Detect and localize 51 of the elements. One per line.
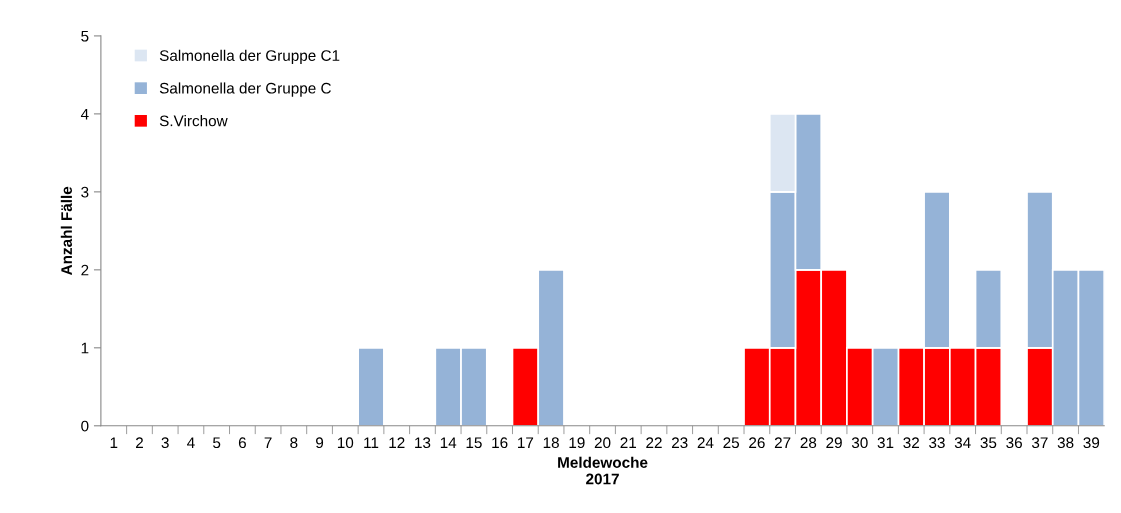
x-tick-label: 7 [264,437,272,448]
x-tick-label: 23 [671,437,688,449]
x-tick-label: 24 [697,437,714,448]
x-tick-label: 26 [749,437,765,449]
x-tick-label: 35 [980,437,997,449]
x-tick-label: 5 [213,437,221,449]
x-tick-label: 31 [877,437,894,449]
x-tick-label: 33 [929,437,945,449]
x-tick-label: 14 [440,437,457,448]
x-tick-label: 36 [1006,437,1022,449]
y-tick-label: 1 [81,342,89,354]
y-tick-label: 0 [81,420,89,432]
y-tick-label: 3 [81,186,89,198]
legend-label: Salmonella der Gruppe C1 [159,49,340,64]
x-tick-label: 13 [415,437,431,449]
x-tick-label: 18 [543,437,559,449]
x-tick-label: 39 [1083,437,1100,449]
x-tick-label: 6 [238,437,246,449]
x-tick-label: 27 [774,437,791,448]
x-tick-label: 34 [954,437,971,449]
y-tick-label: 5 [81,30,89,42]
x-tick-label: 37 [1031,437,1048,449]
x-tick-label: 4 [187,437,195,448]
x-tick-label: 19 [569,437,585,449]
x-tick-label: 9 [316,437,324,449]
x-tick-label: 16 [492,437,508,449]
x-tick-label: 29 [826,437,842,449]
x-tick-label: 38 [1057,437,1074,449]
x-tick-label: 12 [389,437,405,448]
x-tick-label: 17 [518,437,534,448]
x-tick-label: 20 [594,437,611,449]
x-tick-label: 32 [903,437,919,449]
x-tick-label: 21 [620,437,637,448]
x-tick-label: 3 [161,437,169,449]
legend-label: Salmonella der Gruppe C [159,82,331,97]
x-tick-label: 10 [337,437,354,449]
y-axis-title: Anzahl Fälle [60,186,73,276]
bar [357,346,385,426]
legend-label: S.Virchow [159,115,228,127]
x-tick-label: 22 [646,437,662,448]
x-tick-label: 8 [290,437,298,449]
x-tick-label: 2 [136,437,143,448]
x-tick-label: 11 [364,437,379,448]
x-tick-label: 15 [466,437,482,449]
y-tick-label: 2 [81,264,89,276]
x-tick-label: 25 [723,437,740,449]
x-tick-label: 28 [800,437,817,449]
x-tick-label: 1 [110,437,118,448]
y-tick-label: 4 [80,108,89,120]
x-tick-label: 30 [851,437,868,449]
x-axis-title: Meldewoche 2017 [558,456,648,485]
